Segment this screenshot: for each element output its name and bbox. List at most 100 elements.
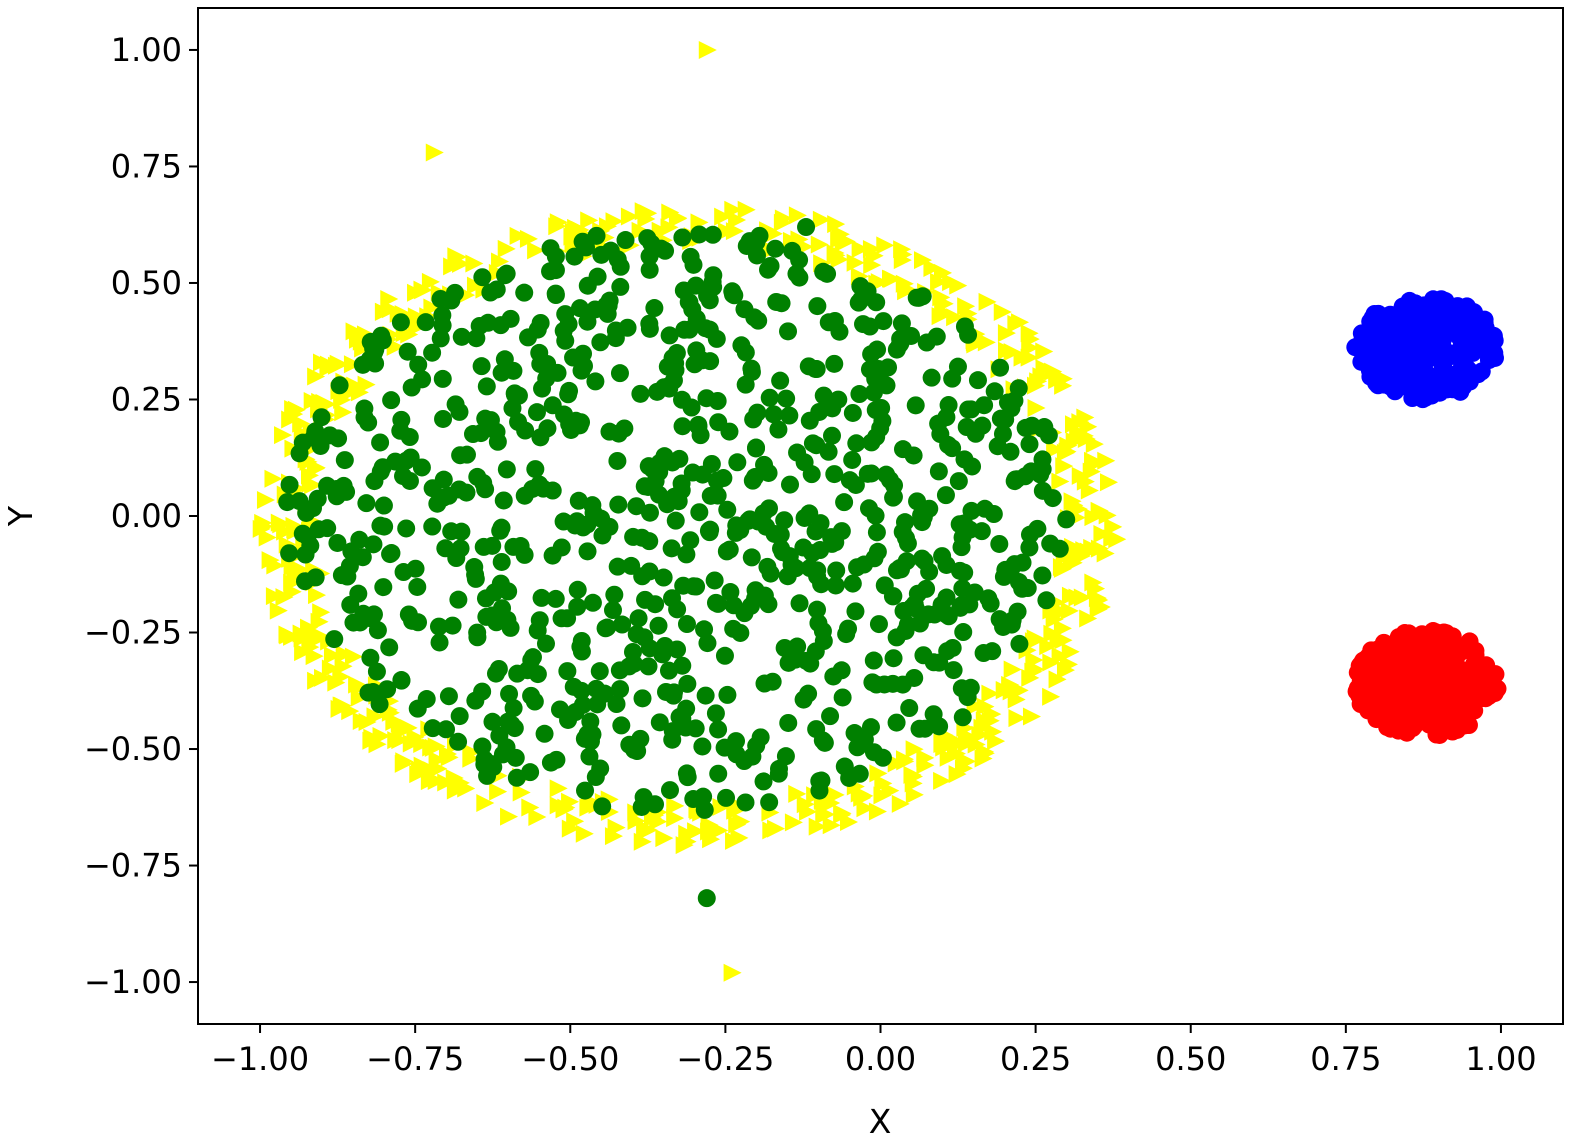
scatter-point: [380, 638, 399, 657]
scatter-point: [673, 417, 692, 436]
scatter-point: [408, 577, 427, 596]
scatter-point-triangle: [348, 675, 367, 694]
scatter-point: [492, 552, 511, 571]
x-tick-label: 0.75: [1310, 1040, 1381, 1078]
scatter-point: [655, 447, 674, 466]
scatter-point: [827, 561, 846, 580]
scatter-point: [835, 493, 854, 512]
scatter-point-triangle: [334, 657, 353, 676]
scatter-point: [843, 574, 862, 593]
scatter-point-triangle: [427, 772, 446, 791]
scatter-point: [290, 492, 309, 511]
scatter-point: [536, 634, 555, 653]
scatter-point-triangle: [666, 809, 685, 828]
scatter-point: [917, 333, 936, 352]
scatter-point-triangle: [948, 765, 967, 784]
scatter-point: [502, 715, 521, 734]
scatter-point: [586, 372, 605, 391]
scatter-point: [686, 719, 705, 738]
scatter-point: [1450, 663, 1469, 682]
scatter-point: [613, 615, 632, 634]
scatter-point: [775, 511, 794, 530]
scatter-point-triangle: [959, 727, 978, 746]
scatter-point: [592, 509, 611, 528]
scatter-point: [900, 699, 919, 718]
scatter-point: [296, 545, 315, 564]
scatter-point-triangle: [607, 818, 626, 837]
scatter-point: [423, 719, 442, 738]
scatter-point: [1466, 331, 1485, 350]
scatter-point-triangle: [462, 749, 481, 768]
scatter-point: [556, 305, 575, 324]
scatter-point: [593, 797, 612, 816]
scatter-point: [867, 293, 886, 312]
scatter-point-triangle: [387, 731, 406, 750]
scatter-point-triangle: [627, 811, 646, 830]
points-layer: [252, 40, 1507, 982]
scatter-point-triangle: [443, 257, 462, 276]
scatter-point: [922, 368, 941, 387]
scatter-point: [866, 369, 885, 388]
scatter-point: [801, 654, 820, 673]
scatter-point: [312, 408, 331, 427]
scatter-point: [771, 371, 790, 390]
scatter-point: [335, 451, 354, 470]
scatter-point-triangle: [281, 410, 300, 429]
scatter-point: [677, 615, 696, 634]
scatter-point: [812, 575, 831, 594]
scatter-point-triangle: [944, 730, 963, 749]
scatter-point: [837, 625, 856, 644]
scatter-point: [700, 291, 719, 310]
scatter-point: [1350, 656, 1369, 675]
scatter-point-triangle: [698, 40, 717, 59]
scatter-point: [677, 545, 696, 564]
scatter-point: [1388, 358, 1407, 377]
scatter-point-triangle: [439, 745, 458, 764]
scatter-point-triangle: [942, 273, 961, 292]
scatter-point-triangle: [1035, 342, 1054, 361]
scatter-point: [505, 385, 524, 404]
scatter-point-triangle: [856, 799, 875, 818]
scatter-point-triangle: [413, 280, 432, 299]
scatter-point-triangle: [730, 828, 749, 847]
scatter-point: [933, 547, 952, 566]
scatter-point: [779, 322, 798, 341]
scatter-point-triangle: [1079, 609, 1098, 628]
scatter-point-triangle: [976, 697, 995, 716]
scatter-point-triangle: [413, 756, 432, 775]
scatter-point: [1444, 638, 1463, 657]
scatter-point: [872, 398, 891, 417]
scatter-point-triangle: [1060, 601, 1079, 620]
scatter-point: [587, 226, 606, 245]
scatter-point: [663, 722, 682, 741]
scatter-point: [825, 465, 844, 484]
scatter-point: [487, 613, 506, 632]
scatter-point: [668, 640, 687, 659]
scatter-point: [835, 757, 854, 776]
scatter-point-triangle: [998, 341, 1017, 360]
scatter-point: [468, 467, 487, 486]
scatter-point: [1374, 670, 1393, 689]
scatter-point-triangle: [1069, 423, 1088, 442]
scatter-point: [537, 369, 556, 388]
scatter-point: [850, 764, 869, 783]
scatter-point: [800, 411, 819, 430]
scatter-point: [786, 650, 805, 669]
scatter-point: [1431, 701, 1450, 720]
scatter-point: [931, 425, 950, 444]
scatter-point-triangle: [489, 782, 508, 801]
scatter-point: [530, 475, 549, 494]
scatter-point: [681, 531, 700, 550]
scatter-point: [910, 614, 929, 633]
scatter-point-triangle: [762, 821, 781, 840]
scatter-point: [1485, 348, 1504, 367]
scatter-point: [746, 581, 765, 600]
scatter-point-triangle: [575, 824, 594, 843]
scatter-point: [546, 589, 565, 608]
scatter-point: [732, 336, 751, 355]
scatter-point-triangle: [1099, 473, 1118, 492]
scatter-point: [306, 568, 325, 587]
scatter-point: [1414, 365, 1433, 384]
scatter-point: [898, 534, 917, 553]
scatter-point-triangle: [678, 824, 697, 843]
